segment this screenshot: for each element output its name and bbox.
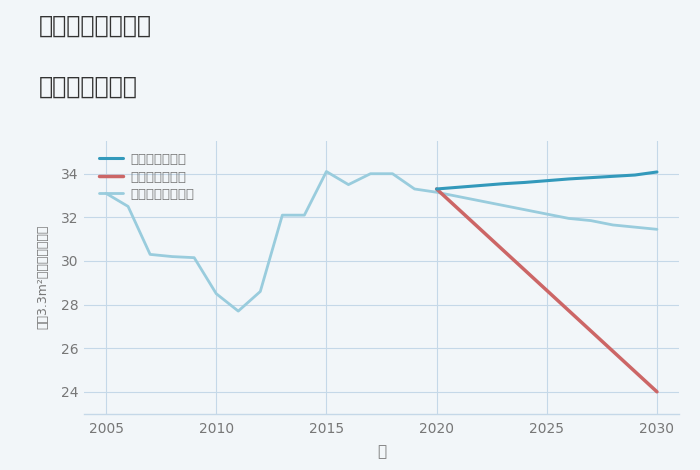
Line: バッドシナリオ: バッドシナリオ <box>437 189 657 392</box>
ノーマルシナリオ <box>565 216 573 221</box>
バッドシナリオ <box>653 389 662 395</box>
ノーマルシナリオ <box>477 198 485 204</box>
ノーマルシナリオ <box>256 289 265 294</box>
グッドシナリオ <box>609 173 617 179</box>
ノーマルシナリオ <box>234 308 242 314</box>
グッドシナリオ <box>565 176 573 182</box>
ノーマルシナリオ <box>631 224 639 230</box>
Y-axis label: 坪（3.3m²）単価（万円）: 坪（3.3m²）単価（万円） <box>36 225 50 329</box>
ノーマルシナリオ <box>389 171 397 177</box>
Line: ノーマルシナリオ: ノーマルシナリオ <box>106 172 657 311</box>
ノーマルシナリオ <box>168 254 176 259</box>
ノーマルシナリオ <box>300 212 309 218</box>
Text: 奈良県平城山駅の: 奈良県平城山駅の <box>38 14 151 38</box>
X-axis label: 年: 年 <box>377 444 386 459</box>
ノーマルシナリオ <box>498 203 507 208</box>
ノーマルシナリオ <box>587 218 595 223</box>
ノーマルシナリオ <box>102 190 110 196</box>
グッドシナリオ <box>542 178 551 183</box>
グッドシナリオ <box>477 183 485 188</box>
グッドシナリオ <box>653 169 662 175</box>
バッドシナリオ <box>433 186 441 192</box>
Legend: グッドシナリオ, バッドシナリオ, ノーマルシナリオ: グッドシナリオ, バッドシナリオ, ノーマルシナリオ <box>97 150 197 204</box>
グッドシナリオ <box>498 181 507 187</box>
グッドシナリオ <box>587 175 595 180</box>
ノーマルシナリオ <box>366 171 375 177</box>
ノーマルシナリオ <box>212 291 220 297</box>
グッドシナリオ <box>631 172 639 178</box>
ノーマルシナリオ <box>609 222 617 228</box>
ノーマルシナリオ <box>124 204 132 209</box>
ノーマルシナリオ <box>322 169 330 174</box>
ノーマルシナリオ <box>433 189 441 195</box>
ノーマルシナリオ <box>542 211 551 217</box>
ノーマルシナリオ <box>653 227 662 232</box>
Line: グッドシナリオ: グッドシナリオ <box>437 172 657 189</box>
ノーマルシナリオ <box>146 251 154 257</box>
グッドシナリオ <box>521 180 529 185</box>
グッドシナリオ <box>433 186 441 192</box>
ノーマルシナリオ <box>454 194 463 199</box>
グッドシナリオ <box>454 184 463 190</box>
ノーマルシナリオ <box>521 207 529 212</box>
ノーマルシナリオ <box>190 255 198 260</box>
ノーマルシナリオ <box>344 182 353 188</box>
ノーマルシナリオ <box>410 186 419 192</box>
Text: 土地の価格推移: 土地の価格推移 <box>38 75 137 99</box>
ノーマルシナリオ <box>278 212 286 218</box>
